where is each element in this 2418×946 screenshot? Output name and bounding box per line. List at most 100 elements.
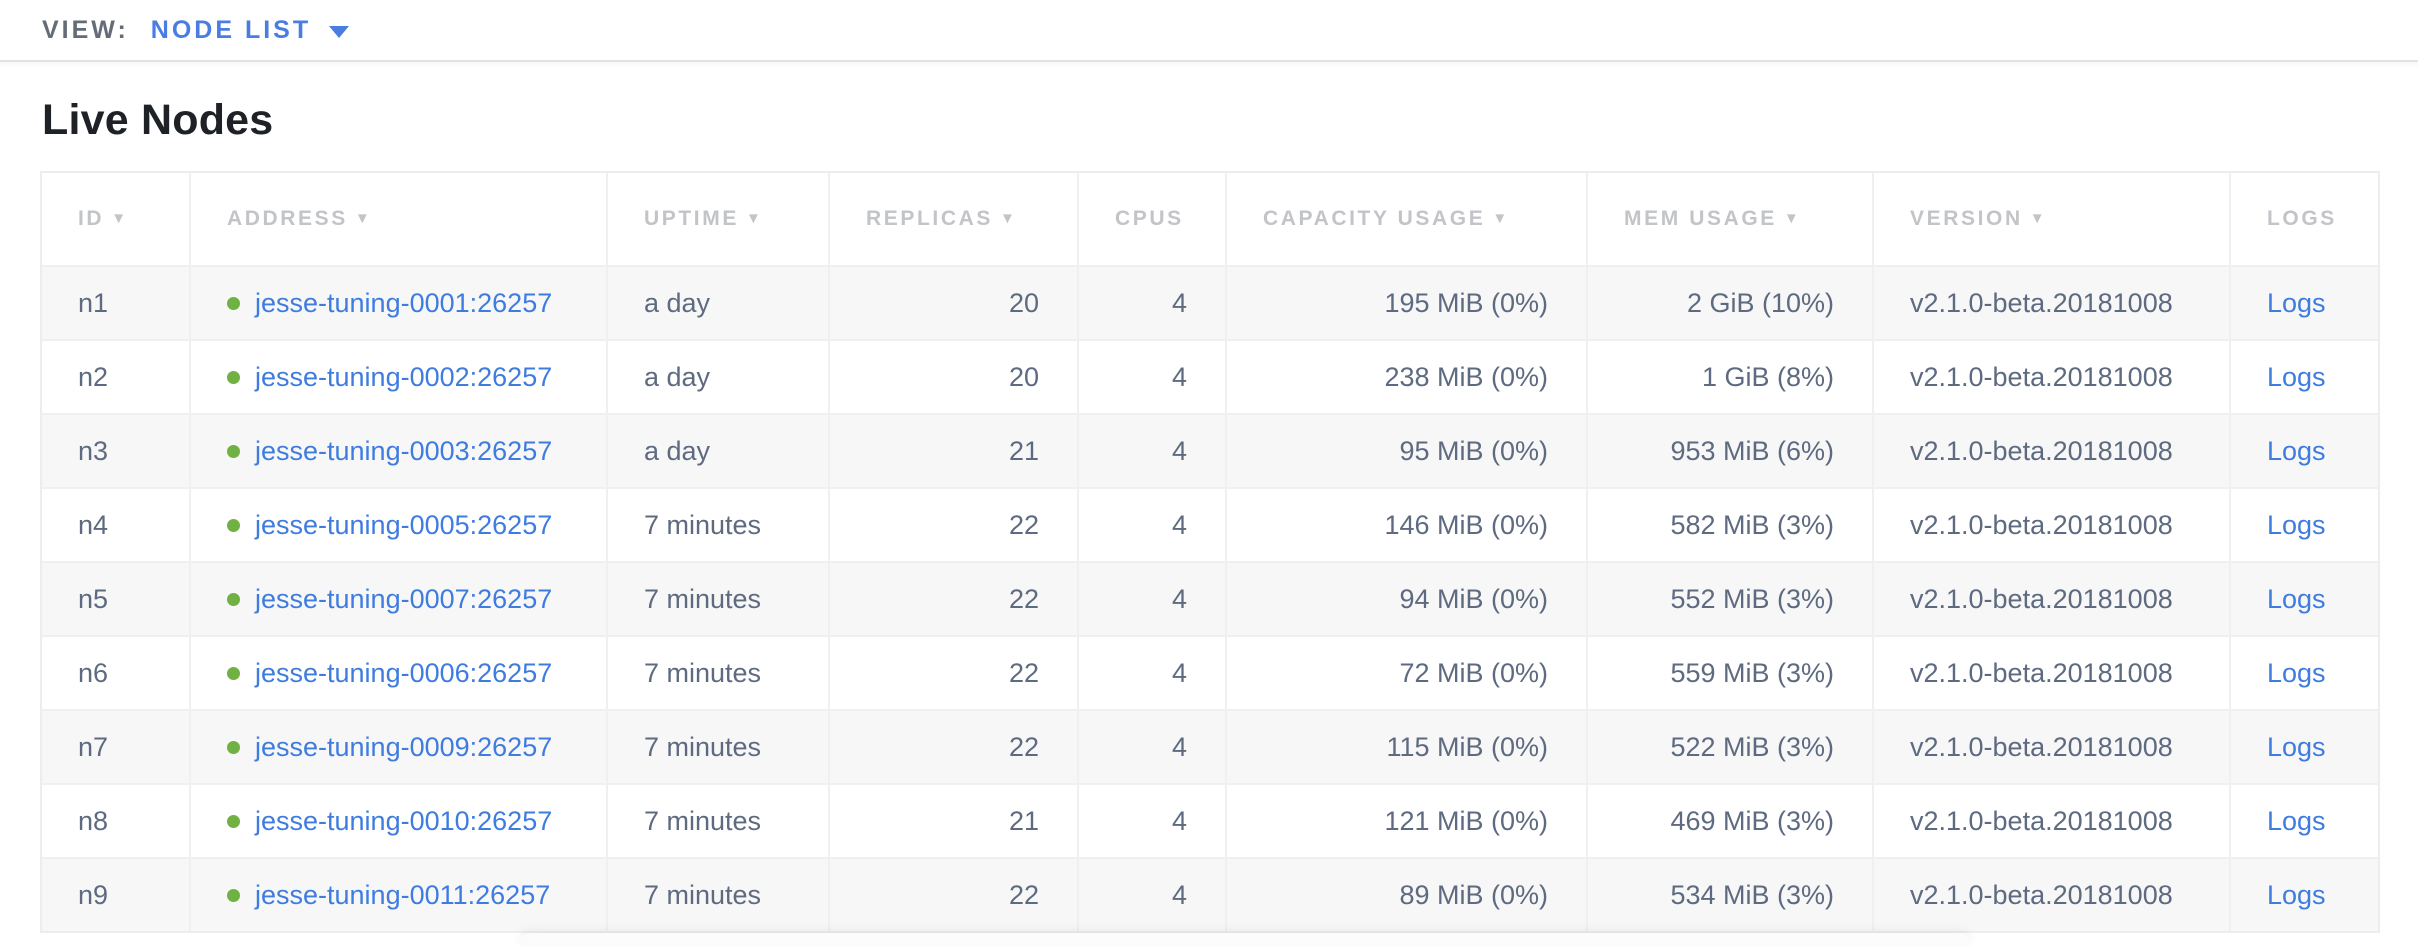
address-link[interactable]: jesse-tuning-0002:26257 bbox=[255, 361, 553, 392]
cell-version: v2.1.0-beta.20181008 bbox=[1872, 339, 2229, 413]
logs-link[interactable]: Logs bbox=[2267, 509, 2326, 540]
logs-link[interactable]: Logs bbox=[2267, 583, 2326, 614]
address-link[interactable]: jesse-tuning-0003:26257 bbox=[255, 435, 553, 466]
column-header-replicas[interactable]: REPLICAS ▼ bbox=[828, 173, 1077, 265]
cell-id: n4 bbox=[42, 487, 189, 561]
live-status-dot bbox=[227, 518, 240, 532]
sort-arrow-icon: ▼ bbox=[111, 210, 129, 227]
address-link[interactable]: jesse-tuning-0007:26257 bbox=[255, 583, 553, 614]
address-link[interactable]: jesse-tuning-0009:26257 bbox=[255, 731, 553, 762]
cell-address: jesse-tuning-0010:26257 bbox=[189, 783, 606, 857]
logs-link[interactable]: Logs bbox=[2267, 731, 2326, 762]
cell-logs: Logs bbox=[2229, 783, 2378, 857]
cell-cpus: 4 bbox=[1077, 635, 1225, 709]
address-link[interactable]: jesse-tuning-0001:26257 bbox=[255, 287, 553, 318]
table-row: n5 jesse-tuning-0007:26257 7 minutes 22 4 94 … bbox=[42, 561, 2378, 635]
cell-id: n5 bbox=[42, 561, 189, 635]
sort-arrow-icon: ▼ bbox=[354, 210, 373, 227]
address-link[interactable]: jesse-tuning-0005:26257 bbox=[255, 509, 553, 540]
cell-version: v2.1.0-beta.20181008 bbox=[1872, 635, 2229, 709]
cell-uptime: a day bbox=[606, 339, 828, 413]
column-header-mem_usage[interactable]: MEM USAGE ▼ bbox=[1586, 173, 1872, 265]
cell-address: jesse-tuning-0001:26257 bbox=[189, 265, 606, 339]
live-nodes-table: ID ▼ ADDRESS ▼ UPTIME ▼ REPLICAS ▼ CPUS CAPACITY … bbox=[40, 171, 2380, 933]
cell-replicas: 22 bbox=[828, 635, 1077, 709]
live-status-dot bbox=[227, 296, 240, 310]
live-status-dot bbox=[227, 444, 240, 458]
cell-address: jesse-tuning-0003:26257 bbox=[189, 413, 606, 487]
cell-capacity_usage: 72 MiB (0%) bbox=[1225, 635, 1586, 709]
table-body: n1 jesse-tuning-0001:26257 a day 20 4 195 MiB… bbox=[42, 265, 2378, 931]
cell-replicas: 20 bbox=[828, 339, 1077, 413]
cell-logs: Logs bbox=[2229, 709, 2378, 783]
cell-capacity_usage: 95 MiB (0%) bbox=[1225, 413, 1586, 487]
logs-link[interactable]: Logs bbox=[2267, 361, 2326, 392]
cell-cpus: 4 bbox=[1077, 339, 1225, 413]
cell-mem_usage: 2 GiB (10%) bbox=[1586, 265, 1872, 339]
cell-uptime: 7 minutes bbox=[606, 487, 828, 561]
cell-capacity_usage: 115 MiB (0%) bbox=[1225, 709, 1586, 783]
column-header-label: REPLICAS bbox=[866, 207, 993, 230]
sort-arrow-icon: ▼ bbox=[1783, 210, 1802, 227]
cell-address: jesse-tuning-0007:26257 bbox=[189, 561, 606, 635]
address-link[interactable]: jesse-tuning-0010:26257 bbox=[255, 805, 553, 836]
cell-cpus: 4 bbox=[1077, 783, 1225, 857]
cell-replicas: 21 bbox=[828, 783, 1077, 857]
sort-arrow-icon: ▼ bbox=[999, 210, 1018, 227]
caret-down-icon bbox=[329, 26, 350, 38]
live-status-dot bbox=[227, 888, 240, 902]
cell-mem_usage: 582 MiB (3%) bbox=[1586, 487, 1872, 561]
address-link[interactable]: jesse-tuning-0011:26257 bbox=[255, 879, 551, 910]
cell-cpus: 4 bbox=[1077, 857, 1225, 931]
table-header-row: ID ▼ ADDRESS ▼ UPTIME ▼ REPLICAS ▼ CPUS CAPACITY … bbox=[42, 173, 2378, 265]
table-row: n7 jesse-tuning-0009:26257 7 minutes 22 4 115… bbox=[42, 709, 2378, 783]
column-header-label: VERSION bbox=[1910, 207, 2023, 230]
cell-id: n6 bbox=[42, 635, 189, 709]
cell-version: v2.1.0-beta.20181008 bbox=[1872, 783, 2229, 857]
cell-replicas: 22 bbox=[828, 561, 1077, 635]
column-header-label: ADDRESS bbox=[227, 207, 348, 230]
cell-version: v2.1.0-beta.20181008 bbox=[1872, 857, 2229, 931]
cell-mem_usage: 559 MiB (3%) bbox=[1586, 635, 1872, 709]
cell-address: jesse-tuning-0002:26257 bbox=[189, 339, 606, 413]
cell-id: n8 bbox=[42, 783, 189, 857]
logs-link[interactable]: Logs bbox=[2267, 657, 2326, 688]
cell-id: n7 bbox=[42, 709, 189, 783]
cell-cpus: 4 bbox=[1077, 487, 1225, 561]
cell-capacity_usage: 89 MiB (0%) bbox=[1225, 857, 1586, 931]
sort-arrow-icon: ▼ bbox=[2029, 210, 2048, 227]
cell-cpus: 4 bbox=[1077, 413, 1225, 487]
cell-cpus: 4 bbox=[1077, 561, 1225, 635]
column-header-address[interactable]: ADDRESS ▼ bbox=[189, 173, 606, 265]
cell-id: n2 bbox=[42, 339, 189, 413]
page-title: Live Nodes bbox=[42, 96, 274, 144]
sort-arrow-icon: ▼ bbox=[1492, 210, 1510, 227]
cell-mem_usage: 534 MiB (3%) bbox=[1586, 857, 1872, 931]
logs-link[interactable]: Logs bbox=[2267, 435, 2326, 466]
cell-uptime: a day bbox=[606, 413, 828, 487]
column-header-label: CPUS bbox=[1115, 207, 1184, 230]
address-link[interactable]: jesse-tuning-0006:26257 bbox=[255, 657, 553, 688]
column-header-logs: LOGS bbox=[2229, 173, 2378, 265]
logs-link[interactable]: Logs bbox=[2267, 805, 2326, 836]
cell-mem_usage: 953 MiB (6%) bbox=[1586, 413, 1872, 487]
column-header-version[interactable]: VERSION ▼ bbox=[1872, 173, 2229, 265]
cell-uptime: 7 minutes bbox=[606, 783, 828, 857]
cell-address: jesse-tuning-0005:26257 bbox=[189, 487, 606, 561]
cell-replicas: 22 bbox=[828, 487, 1077, 561]
cell-capacity_usage: 238 MiB (0%) bbox=[1225, 339, 1586, 413]
cell-id: n3 bbox=[42, 413, 189, 487]
cell-capacity_usage: 94 MiB (0%) bbox=[1225, 561, 1586, 635]
logs-link[interactable]: Logs bbox=[2267, 879, 2326, 910]
cell-logs: Logs bbox=[2229, 339, 2378, 413]
cell-version: v2.1.0-beta.20181008 bbox=[1872, 413, 2229, 487]
column-header-uptime[interactable]: UPTIME ▼ bbox=[606, 173, 828, 265]
logs-link[interactable]: Logs bbox=[2267, 287, 2326, 318]
view-bar: VIEW: NODE LIST bbox=[0, 0, 2418, 68]
column-header-id[interactable]: ID ▼ bbox=[42, 173, 189, 265]
cell-uptime: 7 minutes bbox=[606, 635, 828, 709]
cell-replicas: 22 bbox=[828, 857, 1077, 931]
column-header-capacity_usage[interactable]: CAPACITY USAGE ▼ bbox=[1225, 173, 1586, 265]
view-selector-dropdown[interactable]: NODE LIST bbox=[151, 16, 350, 45]
cell-uptime: a day bbox=[606, 265, 828, 339]
